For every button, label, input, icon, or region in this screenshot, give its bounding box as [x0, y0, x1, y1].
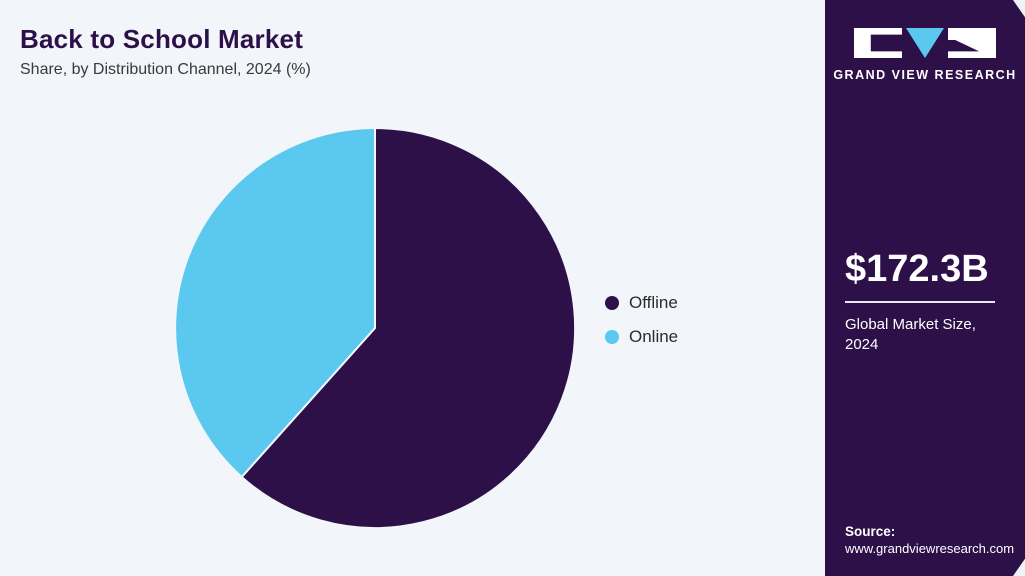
legend-label-online: Online: [629, 327, 678, 347]
metric-block: $172.3B Global Market Size, 2024: [845, 248, 1005, 356]
legend-item-offline[interactable]: Offline: [605, 293, 678, 313]
pie-chart[interactable]: [165, 118, 585, 538]
source-block: Source: www.grandviewresearch.com: [845, 524, 1010, 556]
brand-logo-block: GRAND VIEW RESEARCH: [825, 28, 1025, 82]
metric-divider: [845, 301, 995, 303]
source-title: Source:: [845, 524, 1010, 539]
chart-legend: Offline Online: [605, 293, 678, 361]
brand-logo-text: GRAND VIEW RESEARCH: [825, 68, 1025, 82]
legend-dot-offline: [605, 296, 619, 310]
legend-dot-online: [605, 330, 619, 344]
chart-area: Offline Online: [20, 118, 780, 538]
source-url: www.grandviewresearch.com: [845, 541, 1010, 556]
main-content-area: Back to School Market Share, by Distribu…: [0, 0, 825, 576]
header-block: Back to School Market Share, by Distribu…: [20, 24, 780, 79]
metric-label: Global Market Size, 2024: [845, 315, 1005, 356]
logo-bracket-right-icon: [948, 28, 996, 58]
slide-root: Back to School Market Share, by Distribu…: [0, 0, 1025, 576]
metric-value: $172.3B: [845, 248, 1005, 291]
legend-label-offline: Offline: [629, 293, 678, 313]
legend-item-online[interactable]: Online: [605, 327, 678, 347]
brand-logo-icons: [825, 28, 1025, 58]
logo-bracket-left-icon: [854, 28, 902, 58]
page-subtitle: Share, by Distribution Channel, 2024 (%): [20, 61, 780, 79]
side-panel: GRAND VIEW RESEARCH $172.3B Global Marke…: [825, 0, 1025, 576]
page-title: Back to School Market: [20, 24, 780, 55]
logo-triangle-icon: [906, 28, 944, 58]
